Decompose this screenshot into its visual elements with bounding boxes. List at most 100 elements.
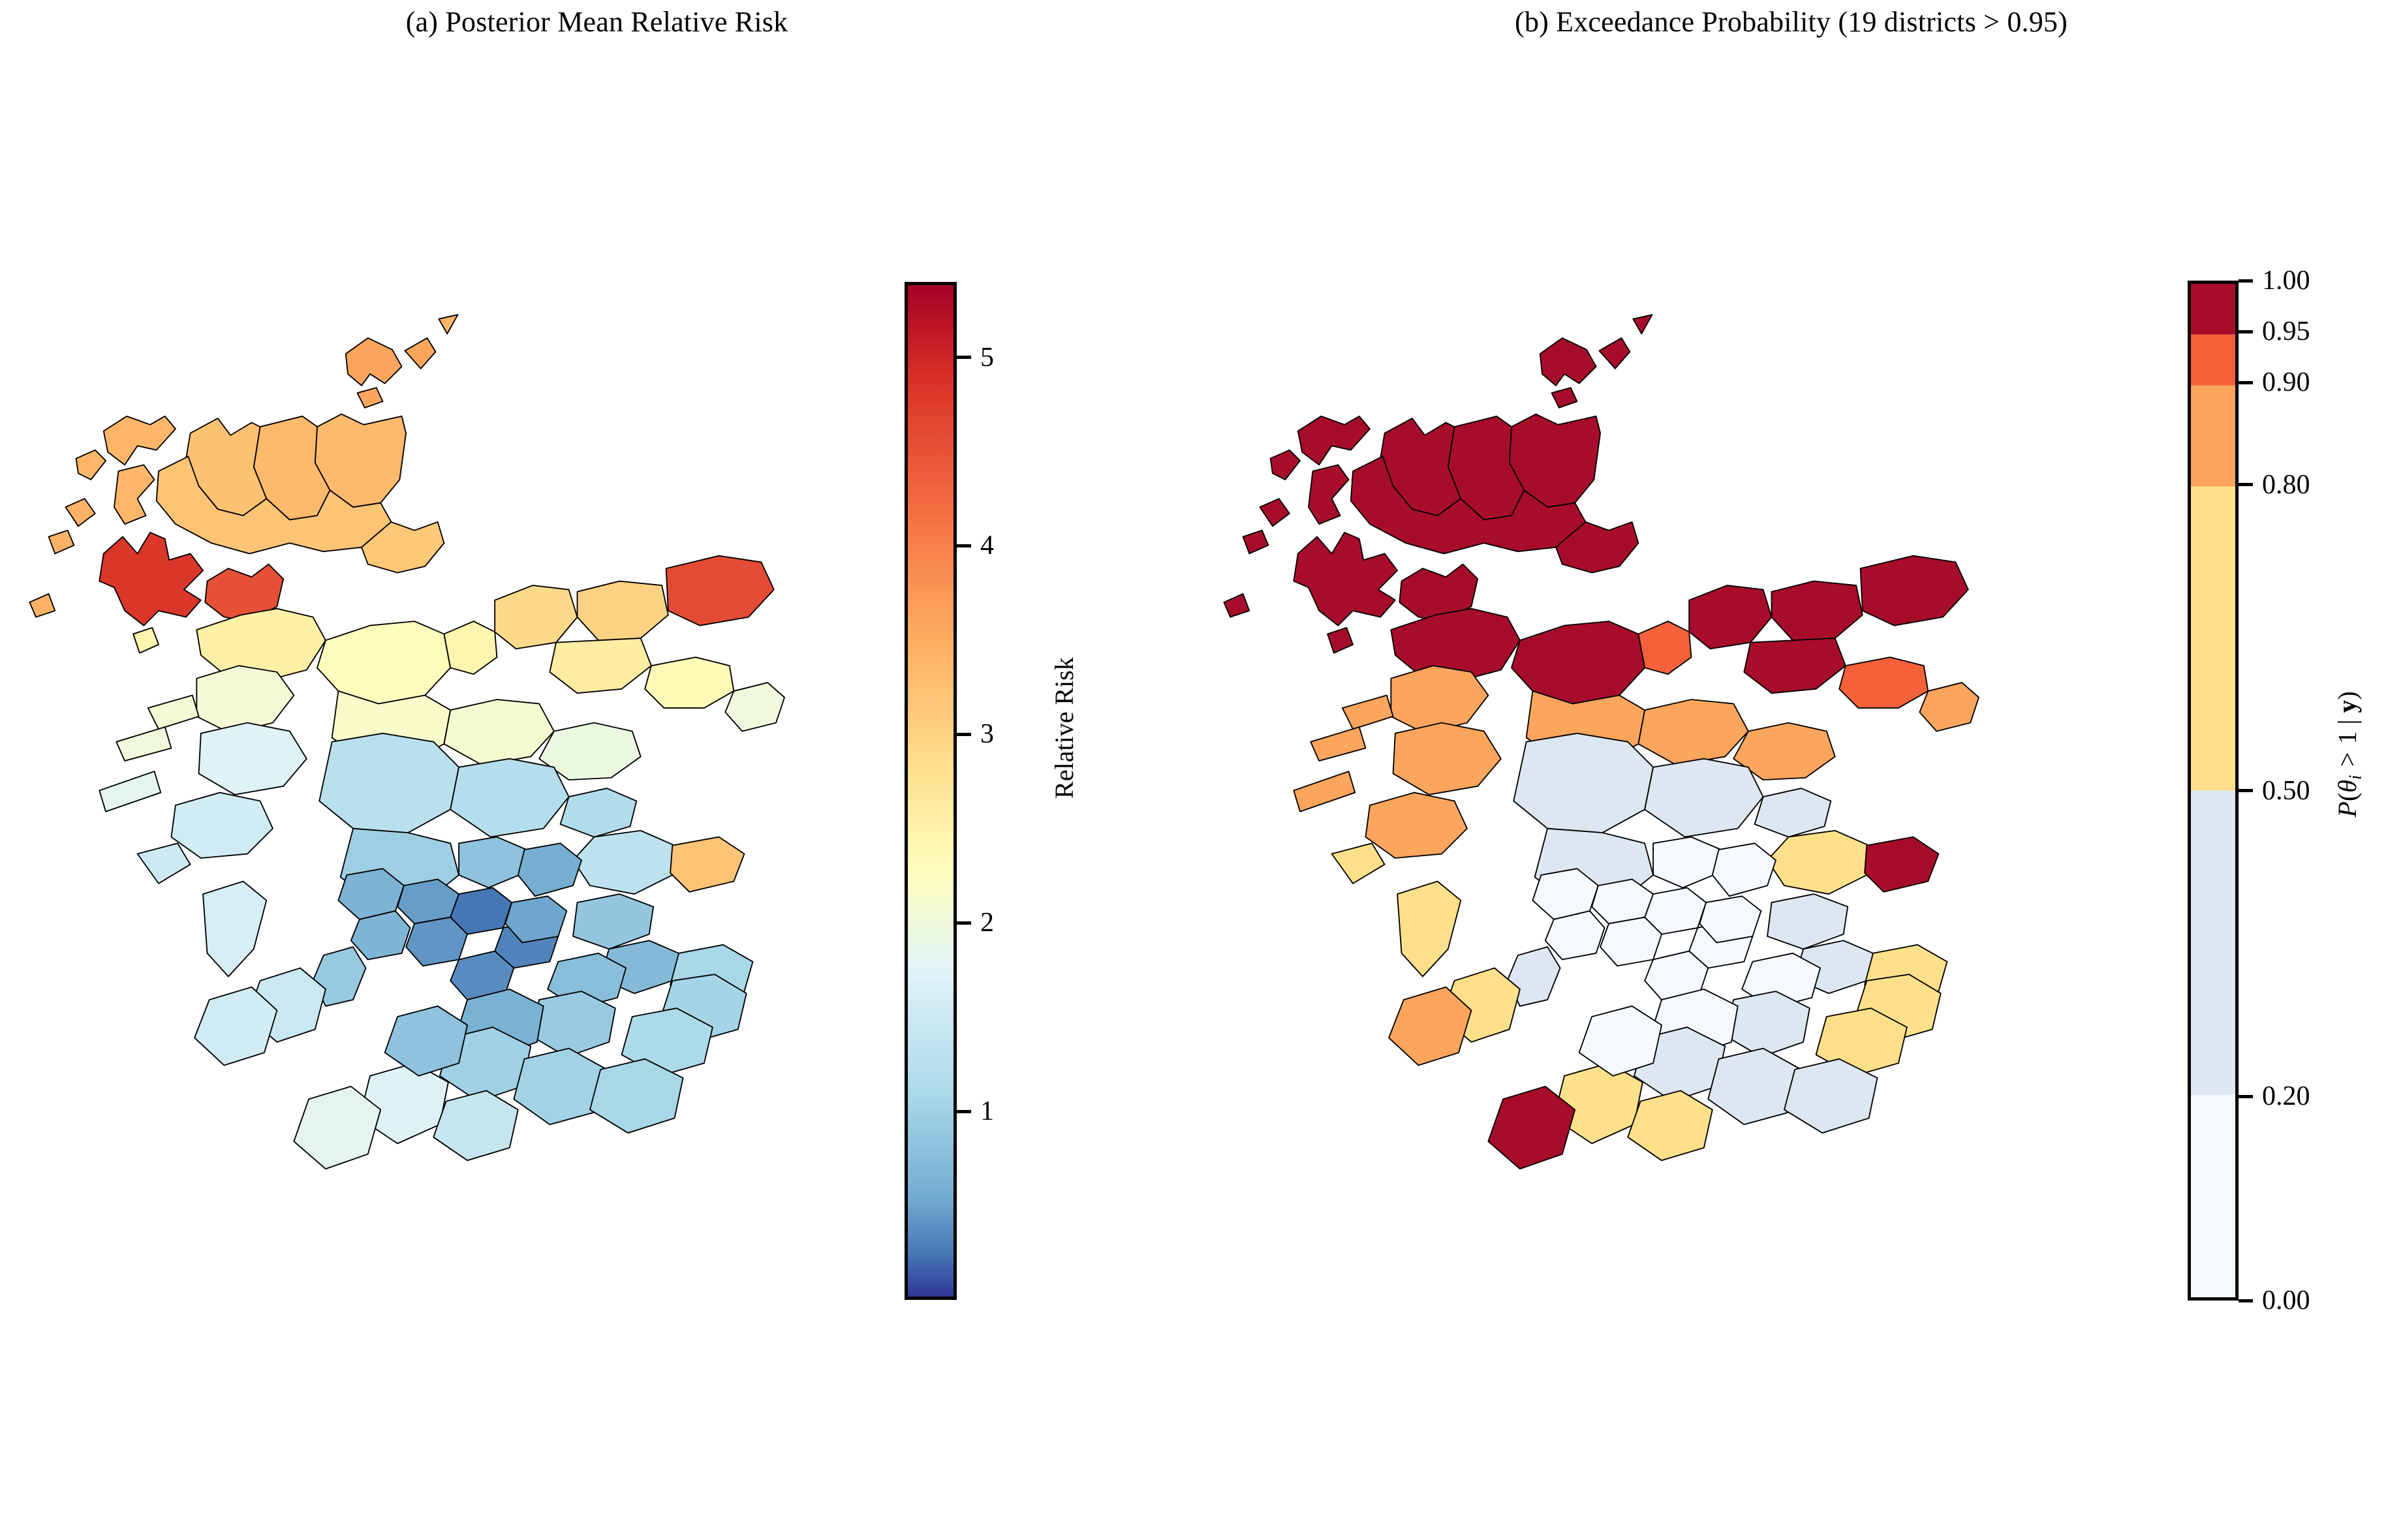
map-region[interactable] — [1637, 699, 1749, 766]
map-region[interactable] — [665, 555, 775, 626]
map-region[interactable] — [202, 880, 268, 978]
map-region[interactable] — [1399, 563, 1479, 623]
map-region[interactable] — [196, 665, 295, 734]
map-region[interactable] — [1365, 792, 1468, 859]
map-region[interactable] — [1707, 1047, 1802, 1126]
map-region[interactable] — [1390, 665, 1489, 734]
map-region[interactable] — [1297, 415, 1371, 466]
map-region[interactable] — [589, 1058, 684, 1134]
map-region[interactable] — [1242, 529, 1269, 555]
map-region[interactable] — [99, 771, 162, 812]
map-region[interactable] — [1392, 722, 1502, 795]
map-region[interactable] — [513, 1047, 608, 1126]
map-region[interactable] — [318, 732, 460, 834]
map-region[interactable] — [1733, 722, 1836, 781]
map-region[interactable] — [1598, 337, 1631, 369]
map-region[interactable] — [1390, 608, 1521, 681]
map-region[interactable] — [1637, 621, 1692, 675]
map-region[interactable] — [361, 521, 445, 574]
map-region[interactable] — [350, 910, 411, 961]
map-region[interactable] — [1644, 758, 1764, 838]
map-region[interactable] — [1511, 621, 1646, 705]
map-region[interactable] — [1632, 314, 1653, 335]
map-region[interactable] — [1544, 910, 1605, 961]
map-region[interactable] — [1259, 498, 1290, 527]
map-region[interactable] — [204, 563, 285, 623]
map-region[interactable] — [1743, 638, 1846, 694]
map-region[interactable] — [572, 893, 655, 950]
map-region[interactable] — [1487, 1085, 1576, 1170]
map-region[interactable] — [1269, 449, 1301, 480]
map-region[interactable] — [102, 415, 176, 466]
map-region[interactable] — [1754, 788, 1832, 838]
map-region[interactable] — [1310, 726, 1367, 762]
map-region[interactable] — [494, 585, 578, 650]
map-region[interactable] — [1331, 842, 1386, 884]
map-region[interactable] — [99, 532, 204, 626]
map-region[interactable] — [670, 836, 745, 893]
map-region[interactable] — [1341, 694, 1394, 730]
map-region[interactable] — [433, 1090, 519, 1162]
map-region[interactable] — [196, 608, 326, 681]
map-region[interactable] — [1784, 1058, 1878, 1134]
map-region[interactable] — [559, 788, 638, 838]
map-region[interactable] — [356, 387, 384, 408]
map-region[interactable] — [136, 842, 191, 884]
map-region[interactable] — [572, 829, 675, 895]
map-region[interactable] — [317, 621, 452, 705]
map-region[interactable] — [1223, 593, 1250, 618]
map-region[interactable] — [1555, 521, 1639, 574]
map-region[interactable] — [1350, 455, 1587, 555]
map-region[interactable] — [48, 529, 75, 555]
map-region[interactable] — [576, 580, 669, 641]
map-region[interactable] — [1551, 387, 1578, 408]
map-region[interactable] — [450, 758, 570, 838]
map-region[interactable] — [198, 722, 307, 795]
map-region[interactable] — [1699, 895, 1762, 944]
map-region[interactable] — [1388, 986, 1472, 1066]
map-region[interactable] — [644, 656, 735, 709]
map-region[interactable] — [1308, 464, 1350, 525]
map-region[interactable] — [504, 895, 568, 944]
map-region[interactable] — [170, 792, 273, 859]
map-region[interactable] — [384, 1005, 468, 1077]
map-region[interactable] — [1859, 555, 1969, 626]
map-region[interactable] — [1397, 880, 1462, 978]
map-region[interactable] — [114, 464, 155, 525]
map-region[interactable] — [1838, 656, 1929, 709]
map-region[interactable] — [1711, 842, 1776, 897]
map-region[interactable] — [724, 682, 785, 732]
map-region[interactable] — [1688, 585, 1773, 650]
map-region[interactable] — [29, 593, 56, 618]
map-region[interactable] — [1513, 732, 1654, 834]
map-region[interactable] — [1578, 1005, 1662, 1077]
map-region[interactable] — [404, 337, 437, 369]
map-region[interactable] — [405, 916, 468, 967]
map-region[interactable] — [1767, 829, 1870, 895]
map-region[interactable] — [517, 842, 582, 897]
map-region[interactable] — [132, 626, 159, 654]
map-region[interactable] — [1293, 532, 1398, 626]
map-region[interactable] — [1864, 836, 1940, 893]
map-region[interactable] — [194, 986, 278, 1066]
map-region[interactable] — [147, 694, 200, 730]
map-region[interactable] — [155, 455, 392, 555]
map-region[interactable] — [293, 1085, 382, 1170]
map-region[interactable] — [1771, 580, 1863, 641]
map-region[interactable] — [1767, 893, 1849, 950]
map-region[interactable] — [75, 449, 106, 480]
map-region[interactable] — [1327, 626, 1354, 654]
map-region[interactable] — [438, 314, 459, 335]
map-region[interactable] — [1627, 1090, 1713, 1162]
map-region[interactable] — [1293, 771, 1356, 812]
map-region[interactable] — [65, 498, 96, 527]
map-region[interactable] — [538, 722, 642, 781]
map-region[interactable] — [1652, 836, 1722, 889]
map-region[interactable] — [116, 726, 172, 762]
map-region[interactable] — [1919, 682, 1979, 732]
map-region[interactable] — [1539, 337, 1597, 386]
map-region[interactable] — [1600, 916, 1662, 967]
map-region[interactable] — [458, 836, 527, 889]
map-region[interactable] — [345, 337, 403, 386]
map-region[interactable] — [443, 621, 498, 675]
